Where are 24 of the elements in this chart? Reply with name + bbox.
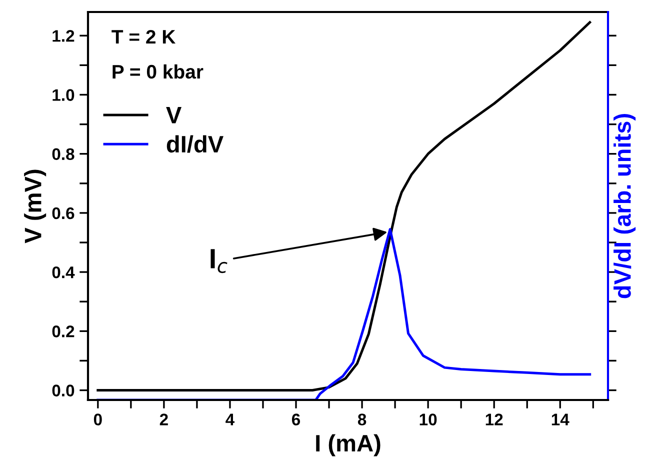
y-tick-label: 1.2	[52, 30, 74, 42]
x-tick-label: 12	[486, 414, 503, 426]
y-axis-title: V (mV)	[24, 170, 46, 244]
y-tick-label: 0.6	[52, 207, 74, 220]
x-tick-label: 10	[420, 414, 437, 426]
annotation: P = 0 kbar	[112, 64, 204, 79]
annotation: T = 2 K	[112, 30, 176, 44]
annotation: I$_{c}$	[210, 249, 228, 274]
y-tick-label: 0.4	[52, 266, 75, 278]
text: 0.0	[52, 384, 74, 396]
legend-label: V	[166, 106, 182, 124]
line-series	[96, 21, 592, 392]
y-tick-label: 1.0	[52, 89, 74, 101]
x-tick-label: 4	[226, 414, 235, 426]
y-tick-label: 0.2	[52, 326, 74, 338]
x-tick-label: 14	[552, 414, 570, 426]
x-tick-label: 2	[160, 414, 168, 426]
x-tick-label: 6	[292, 414, 300, 426]
legend-label: dI/dV	[166, 135, 224, 153]
x-tick-label: 0	[94, 414, 102, 426]
y-tick-label: 0.8	[52, 148, 74, 160]
y-axis-title: dV/dI (arb. units)	[614, 114, 636, 298]
x-axis-title: I (mA)	[316, 434, 380, 456]
x-tick-label: 8	[358, 414, 366, 426]
